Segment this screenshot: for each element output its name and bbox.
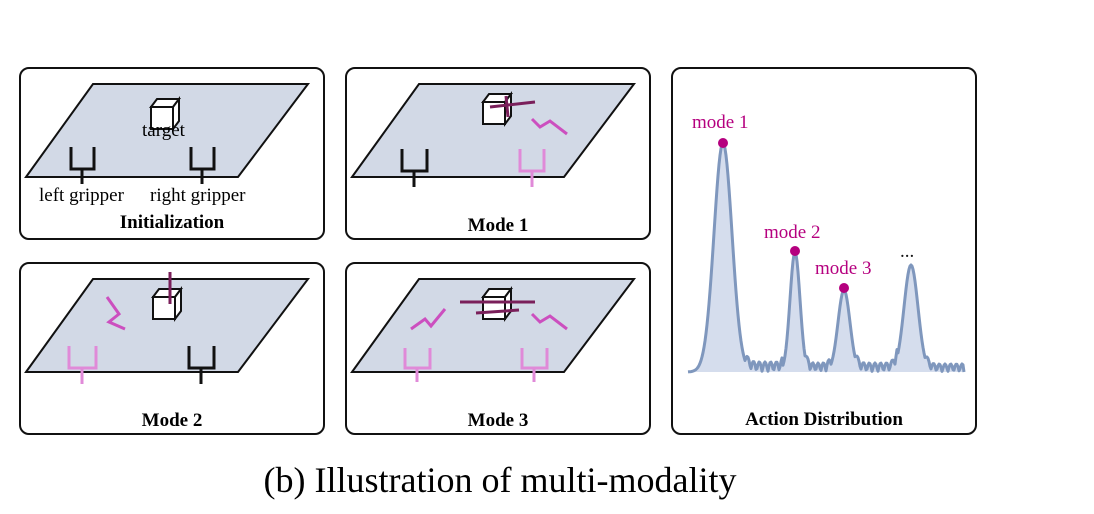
- mode1-scene: [350, 83, 637, 187]
- target-cube-icon: [151, 286, 183, 322]
- mode3-scene: [350, 278, 637, 382]
- grasping-gripper-icon: [530, 117, 568, 136]
- right-gripper-label: right gripper: [150, 185, 246, 206]
- target-cube-icon: [481, 286, 513, 322]
- mode2-scene: [24, 272, 311, 384]
- left-gripper-icon: [400, 149, 429, 187]
- trajectory-path: [460, 300, 535, 315]
- left-gripper-ghost-icon: [403, 348, 432, 382]
- panel-title: Action Distribution: [745, 409, 903, 430]
- right-gripper-ghost-icon: [518, 149, 546, 187]
- init-scene: [24, 83, 311, 184]
- right-gripper-ghost-icon: [520, 348, 549, 382]
- panel-title: Mode 1: [467, 215, 529, 236]
- right-grasping-gripper-icon: [530, 312, 568, 331]
- mode-1-label: mode 1: [692, 112, 749, 133]
- left-gripper-icon: [69, 147, 96, 184]
- panel-initialization: target left gripper right gripper Initia…: [19, 67, 325, 240]
- target-label: target: [142, 120, 185, 141]
- left-gripper-ghost-icon: [67, 346, 98, 384]
- table-plane: [24, 83, 311, 178]
- left-grasping-gripper-icon: [410, 308, 447, 331]
- trajectory-path: [489, 95, 536, 118]
- mode-3-label: mode 3: [815, 258, 872, 279]
- right-gripper-icon: [189, 147, 216, 184]
- distribution-plot: [687, 138, 966, 374]
- figure-caption: (b) Illustration of multi-modality: [263, 460, 737, 500]
- panel-title: Mode 3: [467, 410, 529, 431]
- ellipsis-label: ...: [900, 241, 915, 262]
- panel-title: Mode 2: [141, 410, 203, 431]
- distribution-curve: [687, 141, 966, 374]
- table-plane: [350, 278, 637, 373]
- distribution-area: [688, 143, 964, 372]
- mode-3-marker: [839, 283, 849, 293]
- mode-2-marker: [790, 246, 800, 256]
- panel-mode-2: Mode 2: [19, 262, 325, 435]
- target-cube-icon: [149, 96, 181, 132]
- panel-title: Initialization: [119, 212, 225, 233]
- panel-mode-3: Mode 3: [345, 262, 651, 435]
- grasping-gripper-icon: [105, 296, 126, 331]
- right-gripper-icon: [187, 346, 216, 384]
- left-gripper-label: left gripper: [39, 185, 124, 206]
- mode-2-label: mode 2: [764, 222, 821, 243]
- mode-1-marker: [718, 138, 728, 148]
- table-plane: [350, 83, 637, 178]
- panel-action-distribution: mode 1 mode 2 mode 3 ... Action Distribu…: [671, 67, 977, 435]
- panel-mode-1: Mode 1: [345, 67, 651, 240]
